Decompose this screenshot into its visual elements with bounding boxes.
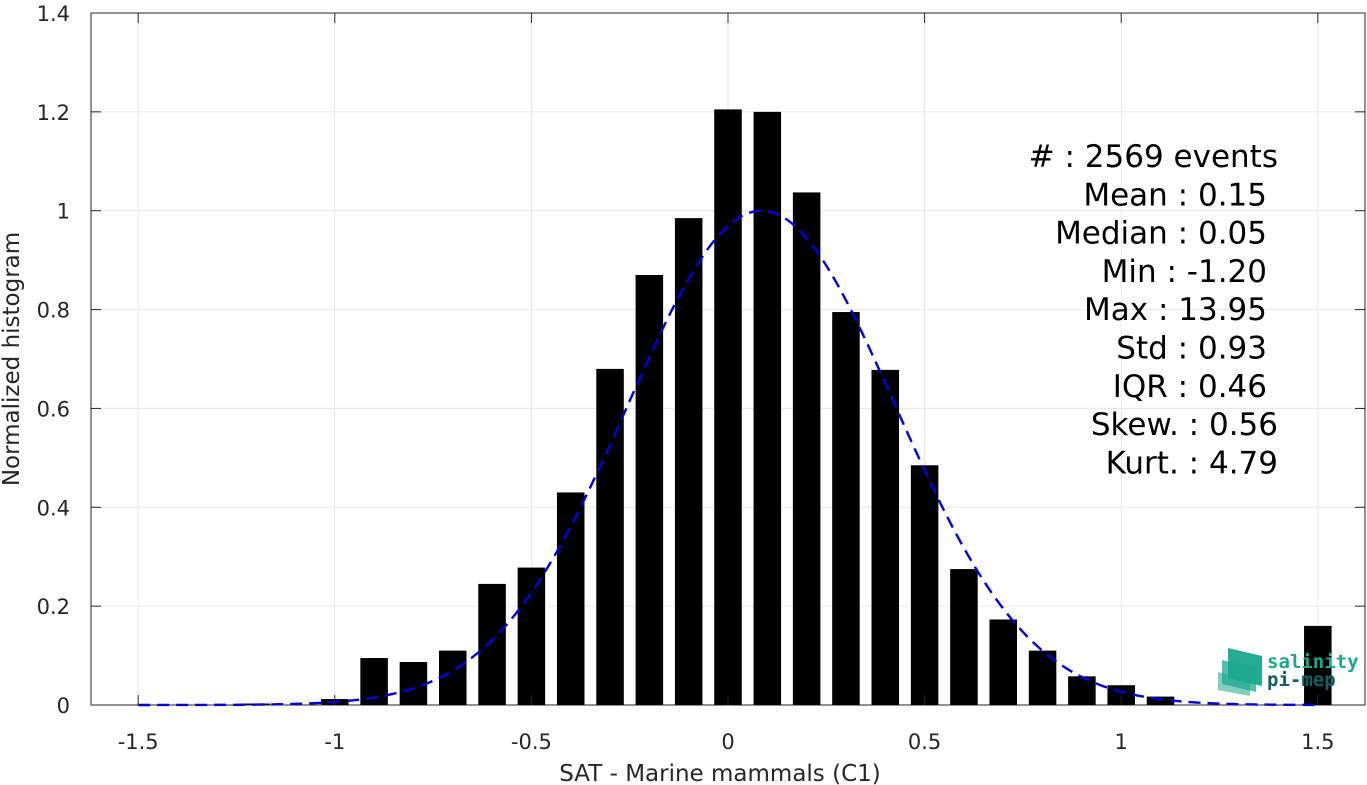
stat-value: : 0.46 bbox=[1178, 369, 1267, 405]
histogram-bar bbox=[1304, 625, 1332, 705]
stat-line: # : 2569 events bbox=[1029, 139, 1278, 175]
histogram-bar bbox=[950, 569, 978, 705]
stat-label: Mean bbox=[1083, 177, 1177, 213]
histogram-bar bbox=[478, 583, 506, 705]
stat-line: Max : 13.95 bbox=[1084, 292, 1267, 328]
y-tick-label: 0 bbox=[57, 694, 70, 718]
histogram-bar bbox=[753, 111, 782, 706]
stat-label: IQR bbox=[1113, 369, 1178, 405]
axis-ticks bbox=[91, 12, 1365, 706]
histogram-bar bbox=[517, 567, 546, 705]
histogram-bar bbox=[438, 650, 467, 705]
stat-line: Std : 0.93 bbox=[1116, 331, 1267, 367]
stat-label: Kurt. bbox=[1106, 445, 1189, 481]
x-tick-label: 0 bbox=[721, 730, 734, 754]
stat-line: Skew. : 0.56 bbox=[1091, 407, 1278, 443]
y-tick-label: 0.4 bbox=[37, 496, 70, 520]
logo-emblem-icon bbox=[1218, 648, 1262, 696]
stat-value: : 0.93 bbox=[1178, 331, 1267, 367]
stat-value: : 0.05 bbox=[1178, 216, 1267, 252]
stat-line: Mean : 0.15 bbox=[1083, 177, 1267, 213]
histogram-bar bbox=[1068, 676, 1096, 705]
histogram-bar bbox=[832, 312, 860, 705]
histogram-bar bbox=[714, 109, 742, 705]
x-tick-labels: -1.5 -1 -0.5 0 0.5 1 1.5 bbox=[118, 730, 1335, 754]
stat-value: : 0.15 bbox=[1178, 177, 1267, 213]
x-tick-label: -1.5 bbox=[118, 730, 159, 754]
stat-line: Median : 0.05 bbox=[1055, 216, 1267, 252]
stat-line: Min : -1.20 bbox=[1102, 254, 1267, 290]
stat-line: Kurt. : 4.79 bbox=[1106, 445, 1278, 481]
stat-label: Std bbox=[1116, 331, 1177, 367]
stat-label: Min bbox=[1102, 254, 1167, 290]
salinity-pimep-logo: salinity pi-mep bbox=[1218, 648, 1359, 696]
stat-value: : -1.20 bbox=[1166, 254, 1267, 290]
y-axis-label: Normalized histogram bbox=[0, 232, 25, 486]
histogram-bar bbox=[792, 192, 821, 705]
histogram-bar bbox=[596, 368, 624, 705]
logo-text-pimep: pi-mep bbox=[1267, 669, 1336, 691]
y-tick-label: 1.4 bbox=[37, 2, 70, 26]
y-tick-label: 0.6 bbox=[37, 397, 70, 421]
histogram-bar bbox=[399, 661, 428, 705]
x-tick-label: -0.5 bbox=[511, 730, 552, 754]
histogram-bar bbox=[910, 465, 939, 705]
y-tick-labels: 0 0.2 0.4 0.6 0.8 1 1.2 1.4 bbox=[37, 2, 70, 718]
x-tick-label: -1 bbox=[324, 730, 345, 754]
stat-label: Max bbox=[1084, 292, 1158, 328]
stat-value: : 2569 events bbox=[1065, 139, 1279, 175]
x-axis-label: SAT - Marine mammals (C1) bbox=[559, 761, 881, 785]
histogram-bar bbox=[989, 619, 1018, 705]
histogram-bar bbox=[1146, 696, 1175, 705]
x-tick-label: 0.5 bbox=[908, 730, 941, 754]
y-tick-label: 0.2 bbox=[37, 595, 70, 619]
stat-label: # bbox=[1029, 139, 1065, 175]
histogram-bar bbox=[556, 492, 585, 705]
x-tick-label: 1.5 bbox=[1301, 730, 1334, 754]
stat-line: IQR : 0.46 bbox=[1113, 369, 1267, 405]
stat-label: Median bbox=[1055, 216, 1178, 252]
histogram-bar bbox=[635, 274, 664, 705]
histogram-bar bbox=[871, 369, 900, 705]
stat-label: Skew. bbox=[1091, 407, 1189, 443]
logo-text-salinity: salinity bbox=[1267, 651, 1359, 673]
histogram-bar bbox=[674, 218, 703, 705]
y-tick-label: 1 bbox=[57, 200, 70, 224]
stat-value: : 4.79 bbox=[1189, 445, 1278, 481]
stat-value: : 0.56 bbox=[1189, 407, 1278, 443]
y-tick-label: 1.2 bbox=[37, 101, 70, 125]
stat-value: : 13.95 bbox=[1158, 292, 1267, 328]
y-tick-label: 0.8 bbox=[37, 299, 70, 323]
x-tick-label: 1 bbox=[1115, 730, 1128, 754]
